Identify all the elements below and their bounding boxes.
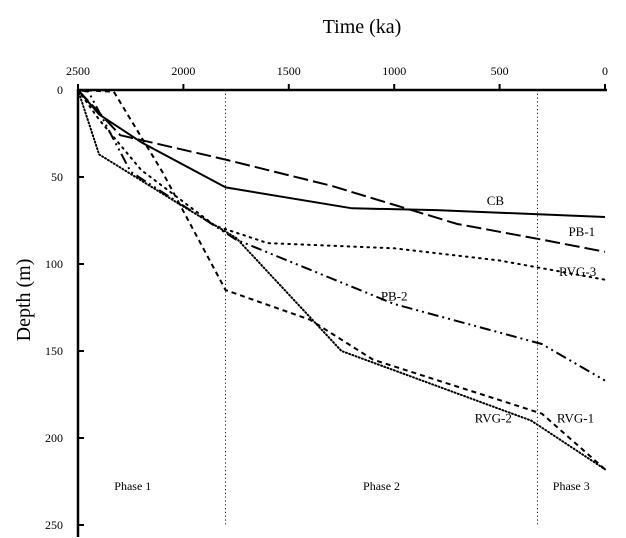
phase-label-2: Phase 2 [363, 479, 400, 493]
axes: 2500 2000 1500 1000 500 0 0 50 100 150 200 250 [45, 64, 608, 537]
x-tick-label-2500: 2500 [66, 64, 90, 78]
series-label-rvg-1: RVG-1 [557, 410, 594, 425]
series-label-pb-1: PB-1 [568, 224, 595, 239]
series-label-rvg-3: RVG-3 [559, 264, 596, 279]
y-tick-label-100: 100 [45, 257, 63, 271]
y-tick-label-150: 150 [45, 344, 63, 358]
x-tick-label-0: 0 [602, 64, 608, 78]
x-axis-title: Time (ka) [323, 16, 402, 38]
series-label-rvg-2: RVG-2 [475, 410, 512, 425]
series-layer [77, 89, 606, 471]
series-line-pb-2 [77, 89, 606, 382]
series-labels: CB PB-1 RVG-3 PB-2 RVG-1 RVG-2 [381, 193, 596, 426]
phase-label-3: Phase 3 [553, 479, 590, 493]
y-tick-label-200: 200 [45, 431, 63, 445]
series-label-cb: CB [487, 193, 505, 208]
y-tick-label-250: 250 [45, 518, 63, 532]
y-tick-label-50: 50 [51, 170, 63, 184]
series-line-rvg-1 [77, 89, 606, 471]
series-line-cb [77, 89, 606, 218]
phase-label-1: Phase 1 [114, 479, 151, 493]
x-tick-label-500: 500 [491, 64, 509, 78]
y-axis-title: Depth (m) [13, 259, 35, 342]
series-line-rvg-3 [77, 89, 606, 281]
phase-labels: Phase 1 Phase 2 Phase 3 [114, 479, 589, 493]
y-tick-label-0: 0 [57, 83, 63, 97]
x-tick-label-2000: 2000 [171, 64, 195, 78]
series-line-rvg-2 [77, 89, 606, 471]
series-line-pb-1 [77, 89, 606, 253]
x-tick-label-1000: 1000 [382, 64, 406, 78]
phase-boundaries [225, 90, 538, 525]
series-label-pb-2: PB-2 [381, 289, 408, 304]
x-tick-label-1500: 1500 [277, 64, 301, 78]
